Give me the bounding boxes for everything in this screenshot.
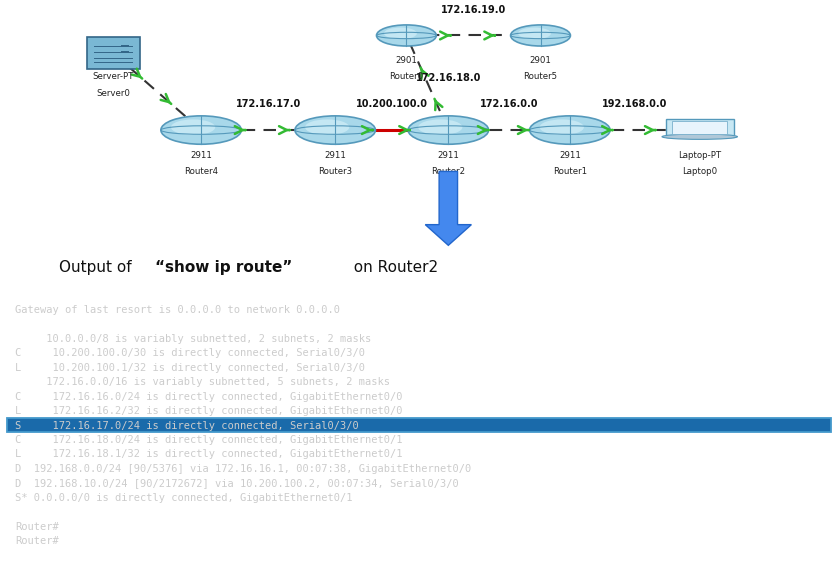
Text: 172.16.17.0: 172.16.17.0: [235, 99, 301, 109]
Text: L     172.16.16.2/32 is directly connected, GigabitEthernet0/0: L 172.16.16.2/32 is directly connected, …: [15, 406, 402, 416]
Text: Output of: Output of: [59, 260, 136, 275]
Text: L     10.200.100.1/32 is directly connected, Serial0/3/0: L 10.200.100.1/32 is directly connected,…: [15, 363, 365, 373]
Text: 192.168.0.0: 192.168.0.0: [602, 99, 668, 109]
Bar: [122, 51, 130, 53]
Text: Laptop-PT: Laptop-PT: [678, 151, 722, 160]
Text: 2911: 2911: [437, 151, 459, 160]
Text: Router4: Router4: [184, 167, 218, 176]
Text: Server0: Server0: [96, 88, 130, 97]
Text: Server-PT: Server-PT: [92, 73, 134, 82]
Text: Router3: Router3: [318, 167, 352, 176]
Bar: [122, 45, 130, 47]
Circle shape: [161, 116, 241, 144]
Text: “show ip route”: “show ip route”: [155, 260, 292, 275]
Text: D  192.168.10.0/24 [90/2172672] via 10.200.100.2, 00:07:34, Serial0/3/0: D 192.168.10.0/24 [90/2172672] via 10.20…: [15, 479, 459, 488]
FancyArrow shape: [426, 171, 471, 245]
Circle shape: [530, 116, 610, 144]
Circle shape: [510, 25, 571, 46]
FancyBboxPatch shape: [672, 122, 727, 134]
Circle shape: [295, 116, 375, 144]
Text: 2901: 2901: [530, 56, 551, 65]
Text: L     172.16.18.1/32 is directly connected, GigabitEthernet0/1: L 172.16.18.1/32 is directly connected, …: [15, 449, 402, 459]
Circle shape: [384, 28, 416, 39]
Circle shape: [305, 119, 349, 135]
Text: D  192.168.0.0/24 [90/5376] via 172.16.16.1, 00:07:38, GigabitEthernet0/0: D 192.168.0.0/24 [90/5376] via 172.16.16…: [15, 464, 471, 474]
Text: 2911: 2911: [190, 151, 212, 160]
Text: Router2: Router2: [432, 167, 465, 176]
Text: Gateway of last resort is 0.0.0.0 to network 0.0.0.0: Gateway of last resort is 0.0.0.0 to net…: [15, 305, 340, 315]
Text: 2911: 2911: [559, 151, 581, 160]
Text: 10.0.0.0/8 is variably subnetted, 2 subnets, 2 masks: 10.0.0.0/8 is variably subnetted, 2 subn…: [15, 334, 371, 344]
Text: Router1: Router1: [553, 167, 587, 176]
Text: 10.200.100.0: 10.200.100.0: [356, 99, 427, 109]
Text: 172.16.18.0: 172.16.18.0: [416, 73, 481, 83]
Circle shape: [518, 28, 551, 39]
Text: 172.16.19.0: 172.16.19.0: [441, 5, 506, 15]
Text: 172.16.0.0/16 is variably subnetted, 5 subnets, 2 masks: 172.16.0.0/16 is variably subnetted, 5 s…: [15, 377, 390, 387]
FancyBboxPatch shape: [87, 37, 139, 69]
Ellipse shape: [662, 134, 737, 140]
Text: Router#: Router#: [15, 522, 59, 532]
Text: Laptop0: Laptop0: [682, 167, 717, 176]
Circle shape: [408, 116, 489, 144]
Text: 172.16.0.0: 172.16.0.0: [480, 99, 538, 109]
Bar: [7, 418, 831, 432]
Text: C     172.16.18.0/24 is directly connected, GigabitEthernet0/1: C 172.16.18.0/24 is directly connected, …: [15, 435, 402, 445]
Text: Router5: Router5: [524, 73, 557, 82]
Text: C     172.16.16.0/24 is directly connected, GigabitEthernet0/0: C 172.16.16.0/24 is directly connected, …: [15, 392, 402, 401]
Text: 2901: 2901: [396, 56, 417, 65]
Circle shape: [376, 25, 437, 46]
Text: S     172.16.17.0/24 is directly connected, Serial0/3/0: S 172.16.17.0/24 is directly connected, …: [15, 421, 359, 431]
FancyBboxPatch shape: [665, 119, 734, 137]
Text: Router#: Router#: [15, 536, 59, 546]
Circle shape: [540, 119, 584, 135]
Circle shape: [171, 119, 215, 135]
Text: S* 0.0.0.0/0 is directly connected, GigabitEthernet0/1: S* 0.0.0.0/0 is directly connected, Giga…: [15, 493, 353, 503]
Text: 2911: 2911: [324, 151, 346, 160]
Text: on Router2: on Router2: [344, 260, 437, 275]
Text: C     10.200.100.0/30 is directly connected, Serial0/3/0: C 10.200.100.0/30 is directly connected,…: [15, 348, 365, 358]
Circle shape: [418, 119, 463, 135]
Text: Router0: Router0: [390, 73, 423, 82]
